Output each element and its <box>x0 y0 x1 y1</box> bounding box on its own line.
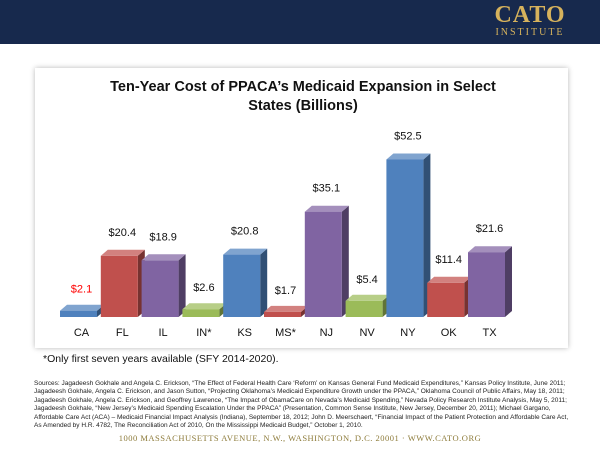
bar-top <box>427 276 472 283</box>
category-label: NY <box>400 327 416 339</box>
category-label: FL <box>116 327 129 339</box>
bar-front <box>304 211 342 317</box>
data-label: $1.7 <box>275 285 296 297</box>
bar-front <box>468 252 505 317</box>
category-labels-layer: CA FL IL IN* KS MS* NJ NV NY OK TX <box>74 327 497 339</box>
bar-front <box>264 311 301 317</box>
chart-title-line-2: States (Billions) <box>248 98 358 114</box>
data-label: $5.4 <box>356 274 377 286</box>
data-label: $18.9 <box>149 231 177 243</box>
data-label: $11.4 <box>435 254 462 266</box>
category-label: IL <box>159 327 168 339</box>
data-label: $2.6 <box>193 282 214 294</box>
logo-subtext: INSTITUTE <box>495 27 565 38</box>
bar-nv <box>345 294 390 317</box>
bar-ms <box>264 305 308 317</box>
bar-in <box>182 303 227 317</box>
category-label: IN* <box>196 327 212 339</box>
chart-title-line-1: Ten-Year Cost of PPACA’s Medicaid Expans… <box>110 79 496 95</box>
bar-top <box>141 254 186 261</box>
data-label: $2.1 <box>71 284 92 296</box>
cato-logo: CATO INSTITUTE <box>474 3 586 39</box>
bar-front <box>60 310 97 317</box>
bar-ok <box>427 276 472 317</box>
bars-layer <box>60 153 512 317</box>
bar-front <box>223 254 261 317</box>
bar-side <box>260 248 268 317</box>
bar-front <box>100 255 138 317</box>
chart-frame: Ten-Year Cost of PPACA’s Medicaid Expans… <box>35 68 568 348</box>
data-label: $20.4 <box>109 227 137 239</box>
bar-fl <box>100 249 145 317</box>
data-label: $35.1 <box>313 183 341 195</box>
bar-front <box>141 260 179 317</box>
bar-top <box>304 205 349 212</box>
data-label: $20.8 <box>231 226 259 238</box>
bar-top <box>468 246 512 253</box>
bar-side <box>505 246 512 317</box>
bar-top <box>60 304 104 311</box>
category-label: MS* <box>275 327 297 339</box>
bar-top <box>345 294 390 301</box>
bar-top <box>100 249 145 256</box>
bar-ny <box>386 153 431 317</box>
category-label: NV <box>359 327 375 339</box>
bar-top <box>223 248 268 255</box>
data-label: $21.6 <box>476 223 504 235</box>
bar-front <box>386 159 424 317</box>
category-label: TX <box>482 327 497 339</box>
bar-front <box>345 300 383 317</box>
bar-front <box>427 282 465 317</box>
category-label: CA <box>74 327 90 339</box>
bar-ks <box>223 248 268 317</box>
header-banner: CATO INSTITUTE <box>0 0 600 44</box>
bar-front <box>182 309 220 317</box>
bar-top <box>386 153 431 160</box>
sources-text: Sources: Jagadeesh Gokhale and Angela C.… <box>34 380 569 430</box>
bar-side <box>341 205 349 317</box>
data-labels-layer: $2.1 $20.4 $18.9 $2.6 $20.8 $1.7 $35.1 $5.4 $52.… <box>71 131 503 297</box>
footnote: *Only first seven years available (SFY 2… <box>43 353 279 365</box>
bar-top <box>182 303 227 310</box>
bar-top <box>264 305 308 312</box>
category-label: NJ <box>320 327 333 339</box>
bar-side <box>423 153 431 317</box>
category-label: KS <box>237 327 252 339</box>
bar-side <box>178 254 186 317</box>
bar-ca <box>60 304 104 317</box>
data-label: $52.5 <box>394 131 422 143</box>
chart: Ten-Year Cost of PPACA’s Medicaid Expans… <box>60 79 512 339</box>
bar-tx <box>468 246 512 317</box>
bar-nj <box>304 205 349 317</box>
logo-text: CATO <box>494 2 566 28</box>
footer-address: 1000 MASSACHUSETTS AVENUE, N.W., WASHING… <box>118 433 482 443</box>
category-label: OK <box>441 327 458 339</box>
bar-il <box>141 254 186 317</box>
